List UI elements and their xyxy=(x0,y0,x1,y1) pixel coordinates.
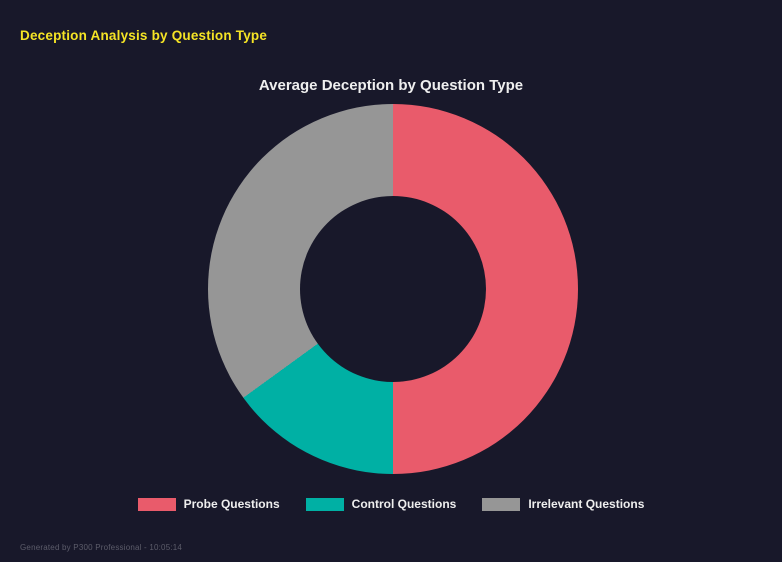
legend-swatch-control xyxy=(305,497,344,511)
legend-item-irrelevant-questions[interactable]: Irrelevant Questions xyxy=(482,497,644,511)
legend-swatch-irrelevant xyxy=(482,497,521,511)
legend-label-control: Control Questions xyxy=(351,497,457,511)
chart-title: Average Deception by Question Type xyxy=(258,77,524,94)
donut-hole xyxy=(300,196,486,382)
legend-label-irrelevant: Irrelevant Questions xyxy=(528,497,645,511)
chart-legend: Probe Questions Control Questions Irrele… xyxy=(0,497,782,511)
legend-label-probe: Probe Questions xyxy=(183,497,280,511)
legend-swatch-probe xyxy=(137,497,176,511)
legend-item-control-questions[interactable]: Control Questions xyxy=(305,497,457,511)
donut-chart-area xyxy=(208,104,578,474)
page-title: Deception Analysis by Question Type xyxy=(20,28,268,43)
legend-item-probe-questions[interactable]: Probe Questions xyxy=(137,497,280,511)
footer-note: Generated by P300 Professional - 10:05:1… xyxy=(20,543,183,552)
